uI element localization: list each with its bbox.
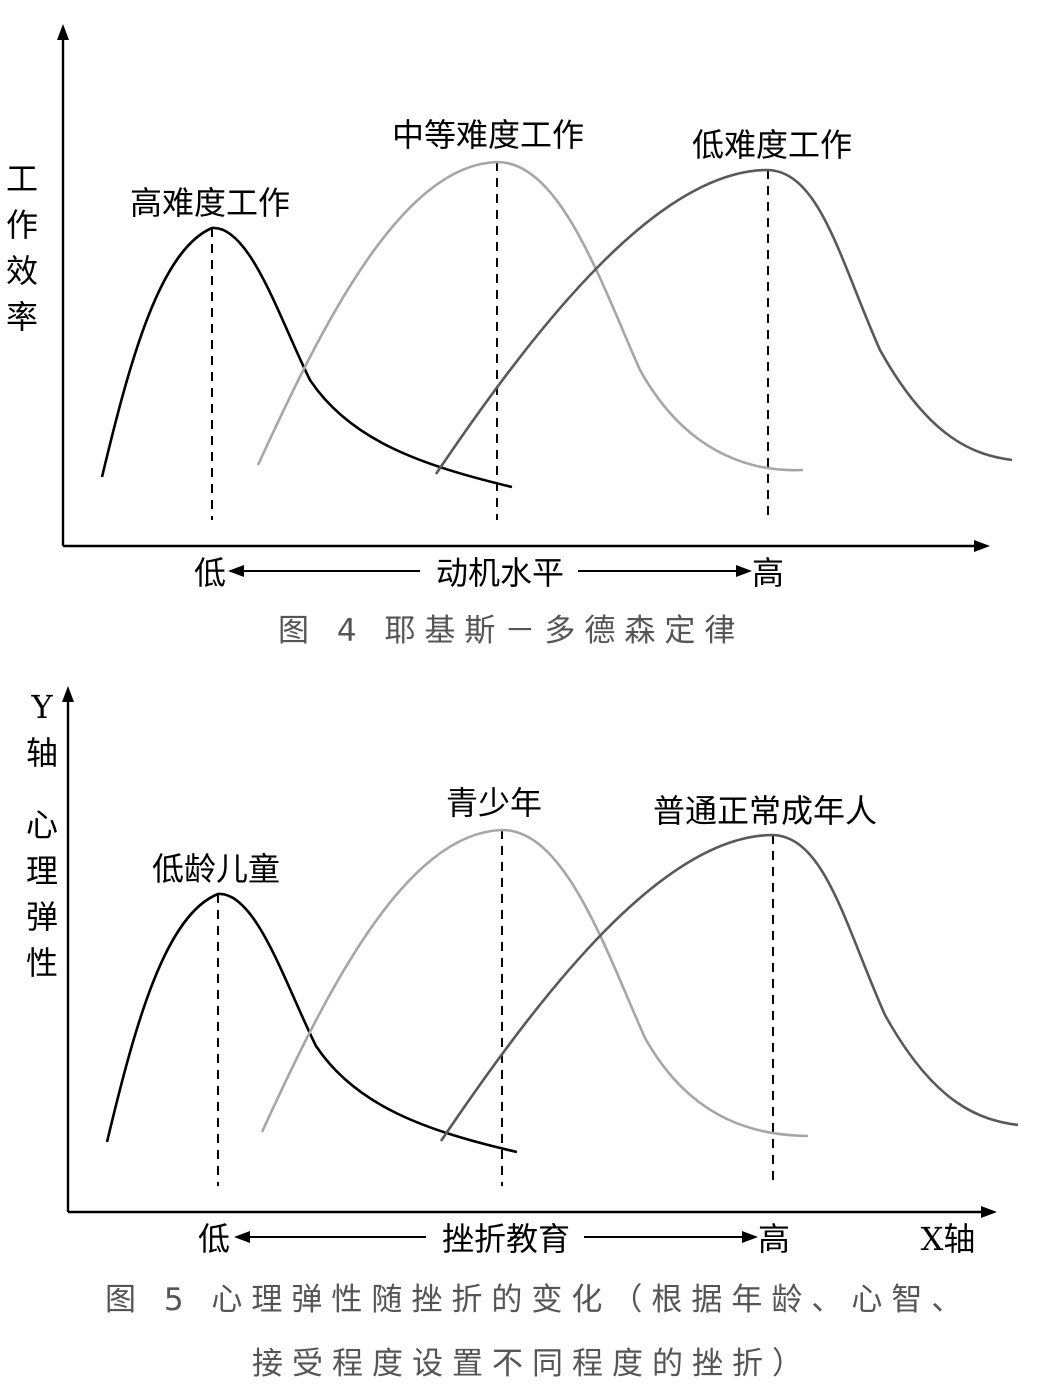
x-axis-label: 挫折教育	[442, 1220, 570, 1258]
figure-caption-5-line1: 图 5 心理弹性随挫折的变化（根据年龄、心智、	[105, 1282, 971, 1318]
x-high-label: 高	[758, 1220, 790, 1258]
figure-caption-4: 图 4 耶基斯－多德森定律	[278, 613, 744, 649]
x-high-label: 高	[752, 554, 784, 592]
series-label-teenagers: 青少年	[446, 784, 542, 822]
chart-yerkes-dodson: 工作效率 高难度工作 中等难度工作 低难度工作 低 动机水平 高 图 4 耶基斯…	[6, 24, 1013, 649]
figure-caption-5-line2: 接受程度设置不同程度的挫折）	[252, 1346, 812, 1382]
series-curve-children	[105, 892, 518, 1154]
x-arrow-right-icon	[742, 1231, 758, 1243]
x-axis-arrow-icon	[974, 540, 990, 552]
series-curve-low-difficulty	[434, 168, 1013, 475]
x-axis-name: X轴	[921, 1220, 976, 1258]
x-low-label: 低	[194, 554, 226, 592]
x-axis-label: 动机水平	[436, 554, 564, 592]
y-axis-label: 工作效率	[6, 160, 38, 336]
series-label-low-difficulty: 低难度工作	[692, 126, 852, 164]
y-axis-label: 心理弹性	[26, 806, 58, 982]
series-curve-medium-difficulty	[256, 160, 804, 472]
y-axis-arrow-icon	[62, 686, 74, 702]
x-arrow-right-icon	[736, 565, 752, 577]
series-curve-high-difficulty	[100, 226, 513, 489]
x-axis-arrow-icon	[981, 1206, 997, 1218]
x-arrow-left-icon	[228, 565, 244, 577]
series-label-medium-difficulty: 中等难度工作	[392, 116, 584, 154]
series-curve-adults	[439, 833, 1019, 1142]
series-label-high-difficulty: 高难度工作	[130, 184, 290, 222]
series-label-children: 低龄儿童	[152, 850, 280, 888]
x-arrow-left-icon	[234, 1231, 250, 1243]
y-axis-arrow-icon	[57, 24, 69, 40]
series-curve-teenagers	[260, 828, 809, 1138]
series-label-adults: 普通正常成年人	[653, 792, 877, 830]
x-low-label: 低	[198, 1220, 230, 1258]
